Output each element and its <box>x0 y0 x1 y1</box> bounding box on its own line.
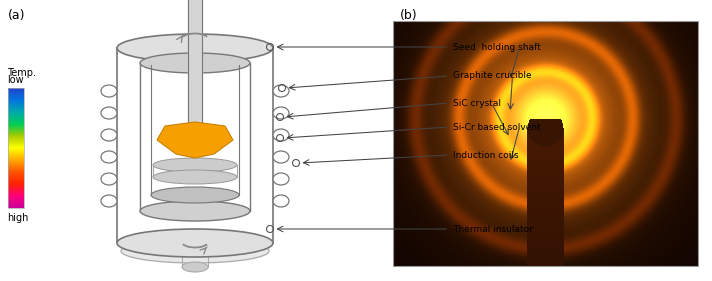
Text: Thermal insulator: Thermal insulator <box>453 225 533 234</box>
Ellipse shape <box>273 173 289 185</box>
Text: high: high <box>7 213 28 223</box>
Ellipse shape <box>273 151 289 163</box>
Text: (a): (a) <box>8 9 26 22</box>
Ellipse shape <box>117 229 273 257</box>
Ellipse shape <box>101 195 117 207</box>
Bar <box>393 21 698 266</box>
Ellipse shape <box>101 129 117 141</box>
Ellipse shape <box>140 201 250 221</box>
Polygon shape <box>157 122 233 158</box>
Ellipse shape <box>273 129 289 141</box>
Ellipse shape <box>101 107 117 119</box>
Text: low: low <box>7 75 23 85</box>
Ellipse shape <box>101 151 117 163</box>
Ellipse shape <box>140 53 250 73</box>
Text: Induction coils: Induction coils <box>453 151 518 160</box>
Text: Graphite crucible: Graphite crucible <box>453 71 532 80</box>
Ellipse shape <box>273 85 289 97</box>
Text: Seed  holding shaft: Seed holding shaft <box>453 42 540 51</box>
Text: Temp.: Temp. <box>7 68 36 78</box>
Ellipse shape <box>153 158 237 172</box>
Text: SiC crystal: SiC crystal <box>453 99 501 108</box>
Ellipse shape <box>182 262 208 272</box>
Ellipse shape <box>121 239 269 263</box>
Ellipse shape <box>117 34 273 62</box>
Ellipse shape <box>151 187 239 203</box>
Ellipse shape <box>153 170 237 184</box>
Ellipse shape <box>101 173 117 185</box>
Ellipse shape <box>273 107 289 119</box>
Ellipse shape <box>101 85 117 97</box>
Text: (b): (b) <box>400 9 418 22</box>
Text: Si-Cr based solvent: Si-Cr based solvent <box>453 123 540 132</box>
Bar <box>8 88 24 208</box>
Ellipse shape <box>273 195 289 207</box>
